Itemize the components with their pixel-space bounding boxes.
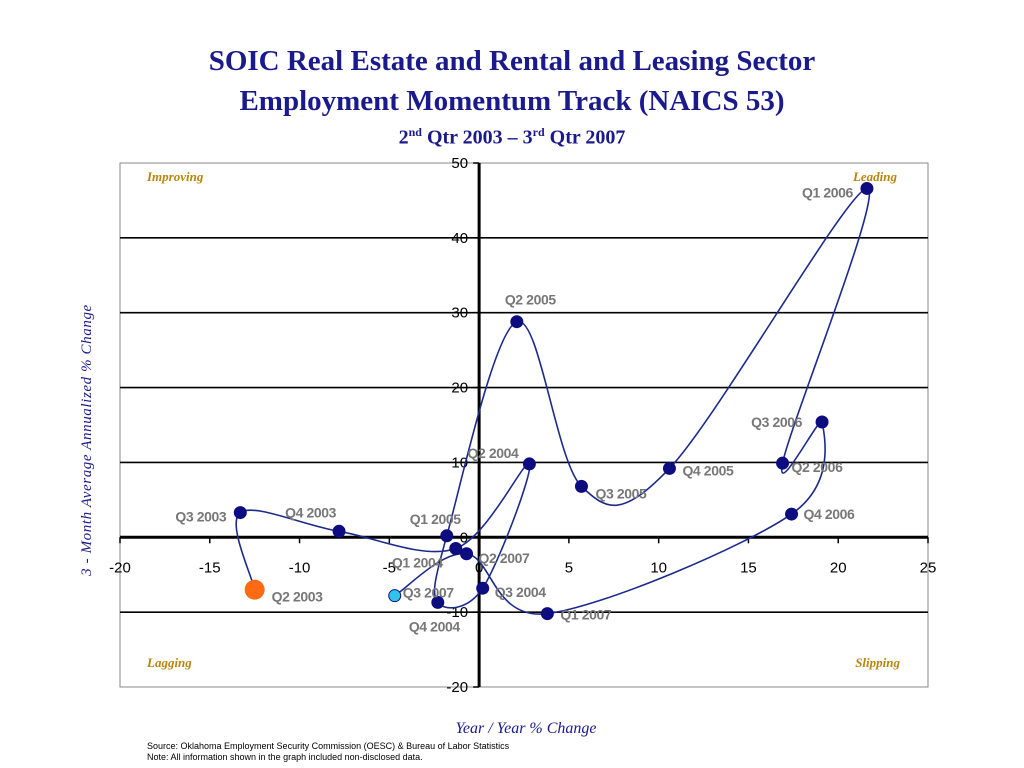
- y-tick-label: 50: [451, 155, 468, 172]
- quadrant-label-lagging: Lagging: [146, 655, 192, 670]
- data-point: [332, 524, 346, 538]
- data-point: [662, 461, 676, 475]
- point-label: Q3 2004: [495, 584, 547, 600]
- x-tick-label: 25: [920, 559, 937, 576]
- quadrant-label-leading: Leading: [852, 169, 898, 184]
- point-label: Q1 2004: [392, 555, 444, 571]
- disclosure-note: Note: All information shown in the graph…: [147, 752, 423, 762]
- point-label: Q3 2006: [751, 414, 803, 430]
- data-point: [233, 506, 247, 520]
- x-tick-label: -15: [199, 559, 221, 576]
- point-label: Q4 2005: [682, 462, 734, 478]
- source-note: Source: Oklahoma Employment Security Com…: [147, 741, 510, 751]
- point-label: Q4 2006: [804, 506, 856, 522]
- quadrant-label-slipping: Slipping: [855, 655, 900, 670]
- quadrant-label-improving: Improving: [146, 169, 204, 184]
- y-tick-label: 20: [451, 380, 468, 397]
- data-point: [440, 529, 454, 543]
- chart-subtitle: 2nd Qtr 2003 – 3rd Qtr 2007: [398, 125, 626, 149]
- x-tick-label: 20: [830, 559, 847, 576]
- point-label: Q3 2005: [595, 485, 647, 501]
- momentum-track-line: [235, 187, 871, 615]
- point-label: Q1 2007: [560, 607, 612, 623]
- point-label: Q2 2007: [479, 550, 531, 566]
- data-point: [431, 595, 445, 609]
- x-tick-label: 15: [740, 559, 757, 576]
- data-point: [540, 607, 554, 621]
- data-point: [522, 457, 536, 471]
- point-label: Q3 2007: [403, 585, 455, 601]
- point-label: Q2 2005: [505, 292, 557, 308]
- y-tick-label: 30: [451, 305, 468, 322]
- y-axis-title: 3 - Month Average Annualized % Change: [79, 304, 95, 577]
- chart-title-line2: Employment Momentum Track (NAICS 53): [239, 85, 785, 117]
- data-point: [449, 542, 463, 556]
- data-point: [510, 315, 524, 329]
- y-tick-label: -20: [446, 679, 468, 696]
- point-label: Q2 2004: [467, 445, 519, 461]
- data-point: [476, 581, 490, 595]
- point-label: Q3 2003: [175, 509, 227, 525]
- point-label: Q4 2003: [285, 504, 337, 520]
- y-tick-label: 40: [451, 230, 468, 247]
- data-point: [574, 479, 588, 493]
- point-label: Q1 2006: [802, 184, 854, 200]
- x-tick-label: 10: [650, 559, 667, 576]
- chart-title-line1: SOIC Real Estate and Rental and Leasing …: [208, 45, 816, 77]
- point-label: Q2 2006: [792, 459, 844, 475]
- x-axis-title: Year / Year % Change: [455, 720, 596, 737]
- data-point: [860, 181, 874, 195]
- point-label: Q1 2005: [410, 511, 462, 527]
- x-tick-label: -20: [109, 559, 131, 576]
- data-point: [785, 507, 799, 521]
- y-tick-label: 0: [460, 529, 468, 546]
- data-point: [460, 547, 474, 561]
- plot-area: [119, 162, 929, 688]
- point-label: Q2 2003: [272, 589, 324, 605]
- data-point: [776, 456, 790, 470]
- data-point: [815, 415, 829, 429]
- x-tick-label: -5: [383, 559, 396, 576]
- data-point-start: [244, 579, 265, 600]
- point-label: Q4 2004: [409, 618, 461, 634]
- x-tick-label: -10: [289, 559, 311, 576]
- data-point-end: [388, 589, 402, 603]
- x-tick-label: 5: [565, 559, 573, 576]
- x-tick-label: 0: [475, 559, 483, 576]
